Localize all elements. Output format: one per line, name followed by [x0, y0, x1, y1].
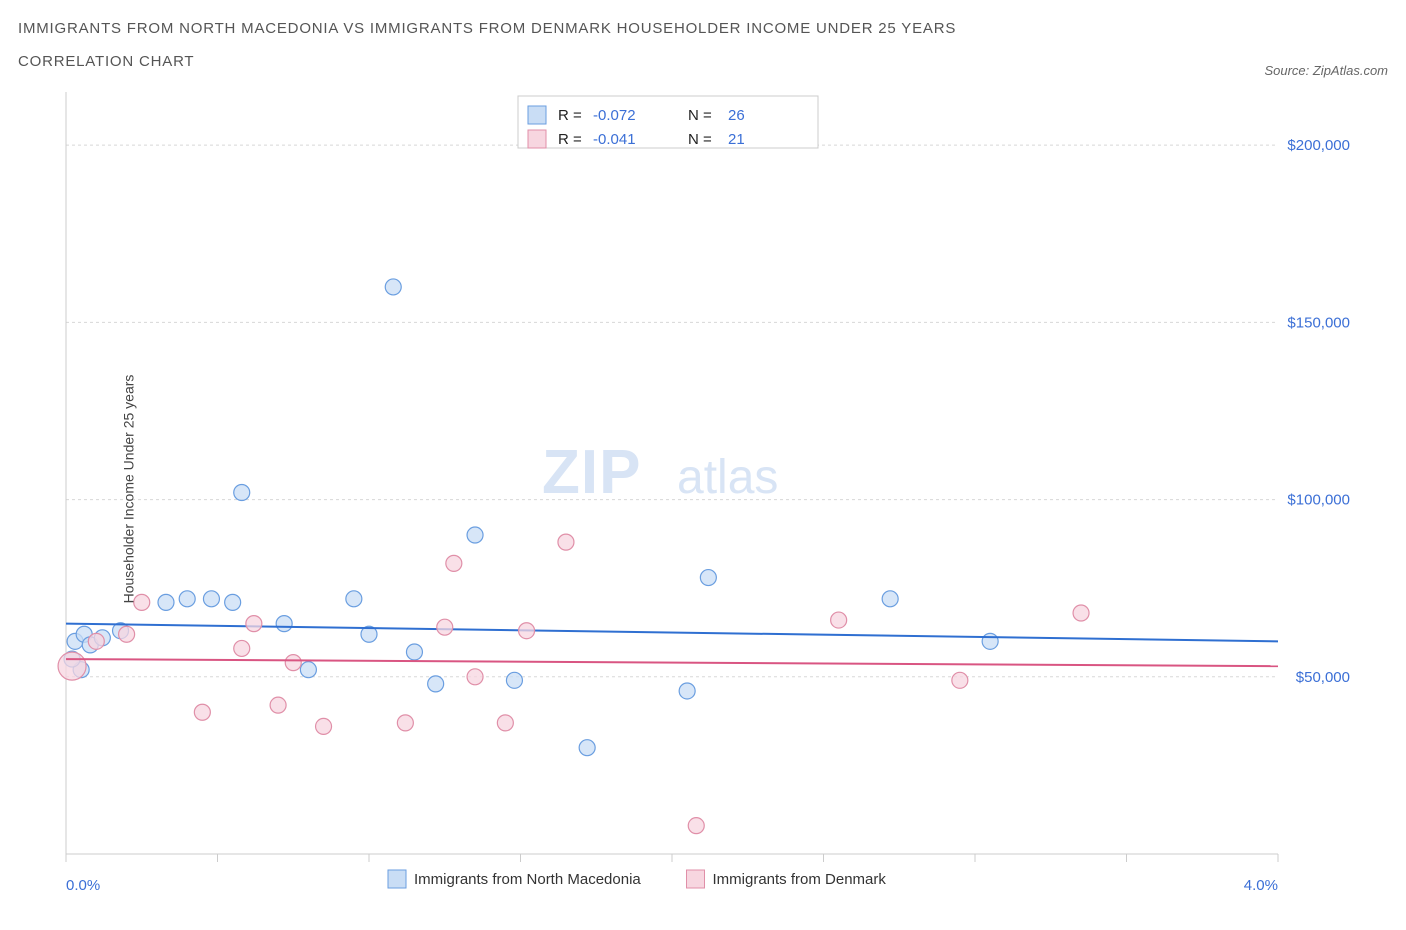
data-point	[58, 652, 86, 680]
data-point	[952, 672, 968, 688]
data-point	[579, 740, 595, 756]
y-tick-label: $200,000	[1287, 137, 1350, 154]
data-point	[679, 683, 695, 699]
legend-r-value: -0.072	[593, 107, 636, 124]
legend-n-value: 21	[728, 131, 745, 148]
data-point	[437, 619, 453, 635]
data-point	[558, 534, 574, 550]
y-tick-label: $50,000	[1296, 669, 1350, 686]
data-point	[385, 279, 401, 295]
watermark: ZIP	[542, 438, 641, 507]
data-point	[316, 718, 332, 734]
data-point	[428, 676, 444, 692]
legend-n-label: N =	[688, 107, 712, 124]
data-point	[700, 570, 716, 586]
source-label: Source: ZipAtlas.com	[1264, 63, 1388, 78]
legend-swatch	[388, 870, 406, 888]
y-axis-label: Householder Income Under 25 years	[120, 375, 136, 604]
x-tick-label: 0.0%	[66, 877, 100, 894]
data-point	[506, 672, 522, 688]
legend-swatch	[687, 870, 705, 888]
data-point	[276, 616, 292, 632]
watermark: atlas	[677, 451, 778, 504]
legend-n-value: 26	[728, 107, 745, 124]
data-point	[831, 612, 847, 628]
chart-container: Householder Income Under 25 years $50,00…	[18, 84, 1388, 894]
legend-series-label: Immigrants from Denmark	[713, 871, 887, 888]
data-point	[234, 640, 250, 656]
data-point	[397, 715, 413, 731]
title-line-2: CORRELATION CHART	[18, 53, 194, 70]
data-point	[88, 633, 104, 649]
legend-swatch	[528, 106, 546, 124]
data-point	[688, 818, 704, 834]
y-tick-label: $100,000	[1287, 492, 1350, 509]
legend-r-value: -0.041	[593, 131, 636, 148]
legend-series-label: Immigrants from North Macedonia	[414, 871, 641, 888]
data-point	[225, 594, 241, 610]
data-point	[1073, 605, 1089, 621]
data-point	[882, 591, 898, 607]
data-point	[119, 626, 135, 642]
data-point	[467, 669, 483, 685]
data-point	[497, 715, 513, 731]
x-tick-label: 4.0%	[1244, 877, 1278, 894]
data-point	[519, 623, 535, 639]
data-point	[179, 591, 195, 607]
data-point	[246, 616, 262, 632]
y-tick-label: $150,000	[1287, 314, 1350, 331]
data-point	[406, 644, 422, 660]
data-point	[446, 555, 462, 571]
header-row: IMMIGRANTS FROM NORTH MACEDONIA VS IMMIG…	[18, 12, 1388, 78]
data-point	[270, 697, 286, 713]
legend-swatch	[528, 130, 546, 148]
data-point	[982, 633, 998, 649]
data-point	[234, 484, 250, 500]
data-point	[467, 527, 483, 543]
legend-n-label: N =	[688, 131, 712, 148]
data-point	[203, 591, 219, 607]
title-line-1: IMMIGRANTS FROM NORTH MACEDONIA VS IMMIG…	[18, 20, 956, 37]
legend-r-label: R =	[558, 131, 582, 148]
chart-title: IMMIGRANTS FROM NORTH MACEDONIA VS IMMIG…	[18, 12, 956, 78]
data-point	[158, 594, 174, 610]
data-point	[346, 591, 362, 607]
trend-line	[66, 659, 1278, 666]
scatter-chart: $50,000 $100,000 $150,000 $200,000 ZIP atlas 0…	[18, 84, 1358, 894]
legend-r-label: R =	[558, 107, 582, 124]
data-point	[285, 655, 301, 671]
data-point	[194, 704, 210, 720]
data-point	[300, 662, 316, 678]
